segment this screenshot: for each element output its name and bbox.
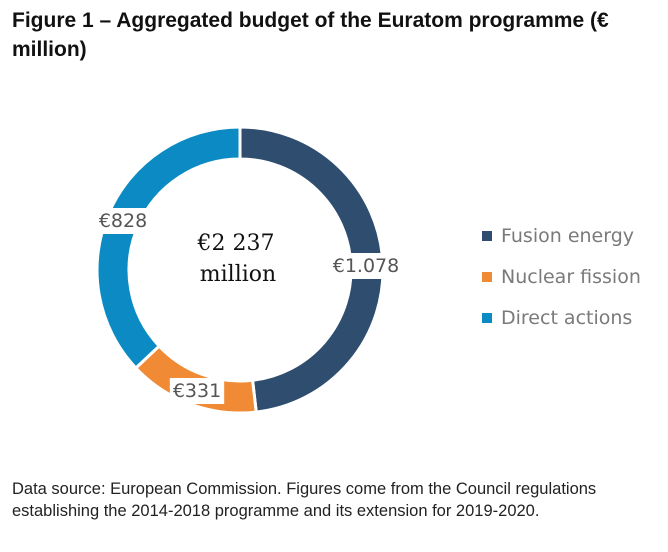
figure-title: Figure 1 – Aggregated budget of the Eura…: [12, 9, 609, 61]
slice-fusion-energy: [238, 125, 385, 414]
slice-value-label: €1.078: [333, 255, 399, 277]
center-total: €2 237: [197, 231, 275, 256]
legend-label: Direct actions: [501, 306, 633, 329]
legend-swatch: [482, 312, 492, 323]
donut-chart: €2 237 million €1.078 €331 €828: [95, 125, 403, 414]
legend-label: Nuclear fission: [501, 265, 641, 288]
label-background: [329, 253, 403, 279]
legend-label: Fusion energy: [501, 224, 635, 247]
legend-item-fission: Nuclear fission: [482, 256, 641, 297]
legend-swatch: [482, 230, 492, 241]
slice-value-label: €828: [99, 210, 147, 232]
legend: Fusion energy Nuclear fission Direct act…: [482, 215, 641, 338]
legend-swatch: [482, 271, 492, 282]
slice-direct-actions: [95, 125, 242, 371]
slice-value-label: €331: [173, 380, 221, 402]
center-unit: million: [200, 262, 276, 287]
legend-item-direct: Direct actions: [482, 297, 641, 338]
legend-item-fusion: Fusion energy: [482, 215, 641, 256]
data-source-note: Data source: European Commission. Figure…: [12, 480, 597, 520]
label-background: [95, 208, 151, 234]
label-background: [169, 378, 225, 404]
